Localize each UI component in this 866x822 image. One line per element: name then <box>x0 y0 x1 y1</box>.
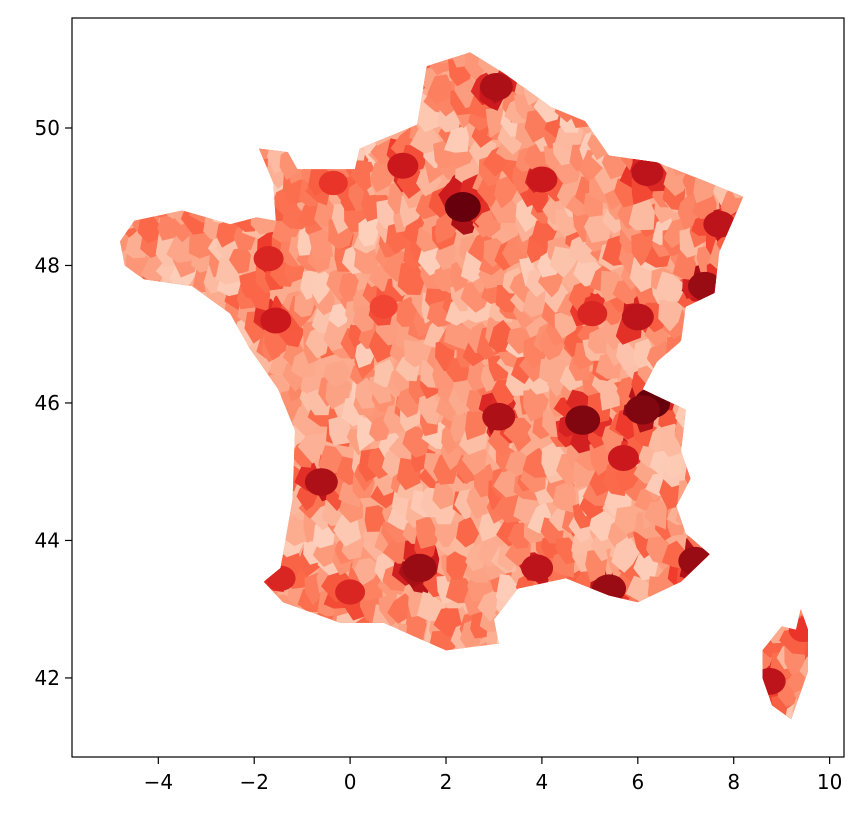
district <box>658 297 683 332</box>
district <box>137 212 161 244</box>
hotspot-annecy <box>625 395 661 425</box>
district <box>494 175 519 209</box>
hotspot-basel-mulhouse <box>687 271 722 301</box>
district <box>633 338 654 369</box>
hotspot-tarbes <box>335 579 366 605</box>
x-axis: −4 −2 0 2 4 6 8 10 <box>144 757 842 794</box>
district <box>397 261 426 295</box>
y-tick-label: 48 <box>35 253 60 277</box>
district <box>644 500 667 530</box>
district <box>216 217 243 248</box>
district <box>338 272 359 300</box>
district <box>446 549 470 580</box>
y-tick-label: 46 <box>35 391 60 415</box>
hotspot-grenoble <box>607 444 639 471</box>
y-tick-label: 50 <box>35 116 60 140</box>
y-tick-label: 44 <box>35 528 60 552</box>
district <box>625 575 653 603</box>
district <box>432 264 456 292</box>
district <box>328 302 350 328</box>
district <box>323 360 352 387</box>
x-tick-label: 8 <box>727 770 740 794</box>
district <box>523 388 549 422</box>
district <box>432 480 455 510</box>
district <box>353 557 381 586</box>
district <box>409 124 440 154</box>
hotspot-montpellier <box>521 554 554 582</box>
district <box>427 74 453 104</box>
hotspot-caen <box>318 170 348 196</box>
x-tick-label: 6 <box>631 770 644 794</box>
district <box>540 517 564 544</box>
district <box>444 125 470 153</box>
district <box>600 378 620 411</box>
district <box>655 271 687 302</box>
district <box>328 415 353 446</box>
district <box>443 324 474 351</box>
hotspot-dijon <box>577 301 608 327</box>
x-tick-label: 2 <box>440 770 453 794</box>
hotspot-lille <box>479 72 513 101</box>
district <box>614 505 640 535</box>
district <box>672 251 698 281</box>
district <box>318 445 345 475</box>
district <box>601 150 626 180</box>
district <box>628 197 655 231</box>
district <box>418 393 441 425</box>
district <box>522 286 549 318</box>
district <box>364 505 388 532</box>
hotspot-bordeaux <box>304 468 338 496</box>
district <box>616 342 638 372</box>
hotspot-nantes <box>260 307 292 334</box>
hotspot-reims <box>526 166 558 193</box>
district <box>611 535 640 573</box>
x-tick-label: 10 <box>817 770 842 794</box>
hotspot-tours <box>369 294 398 319</box>
y-axis: 42 44 46 48 50 <box>35 116 72 690</box>
hotspot-strasbourg <box>703 210 736 238</box>
hotspot-besancon <box>621 303 654 331</box>
x-tick-label: −2 <box>239 770 268 794</box>
district <box>308 227 334 263</box>
hotspot-rennes <box>253 246 284 272</box>
district <box>552 480 576 513</box>
district <box>538 357 566 383</box>
district <box>358 213 382 247</box>
hotspot-clermont <box>482 402 516 431</box>
district <box>305 325 331 359</box>
district <box>415 515 439 549</box>
y-tick-label: 42 <box>35 666 60 690</box>
district <box>352 302 376 333</box>
district <box>282 173 305 205</box>
district <box>433 606 462 637</box>
district <box>493 466 521 498</box>
district <box>350 160 376 193</box>
district <box>166 233 194 264</box>
hotspot-toulouse <box>402 553 437 583</box>
district <box>228 246 251 274</box>
hotspot-rouen <box>387 152 419 179</box>
district <box>417 591 446 622</box>
hotspot-lyon <box>565 405 601 435</box>
axes-frame <box>71 17 845 758</box>
district <box>402 425 431 458</box>
district <box>631 229 658 267</box>
hotspot-metz-lux <box>631 159 664 187</box>
hotspot-paris <box>444 192 481 223</box>
x-tick-label: −4 <box>144 770 173 794</box>
x-tick-label: 4 <box>536 770 549 794</box>
x-tick-label: 0 <box>344 770 357 794</box>
